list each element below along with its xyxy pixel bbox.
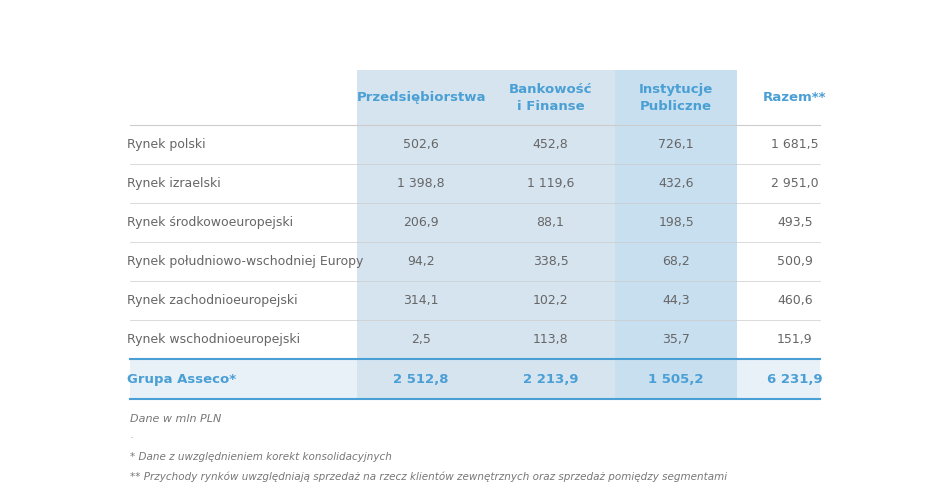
Text: 314,1: 314,1 bbox=[403, 294, 439, 308]
Text: Bankowość
i Finanse: Bankowość i Finanse bbox=[509, 83, 592, 113]
Text: 338,5: 338,5 bbox=[533, 255, 568, 269]
Text: Rynek izraelski: Rynek izraelski bbox=[127, 178, 221, 190]
Text: Przedsiębiorstwa: Przedsiębiorstwa bbox=[357, 92, 486, 104]
Text: 35,7: 35,7 bbox=[662, 334, 691, 346]
Text: 500,9: 500,9 bbox=[777, 255, 813, 269]
Text: 1 681,5: 1 681,5 bbox=[771, 138, 819, 152]
Text: Rynek wschodnioeuropejski: Rynek wschodnioeuropejski bbox=[127, 334, 299, 346]
Bar bbox=[486, 360, 616, 399]
Text: Razem**: Razem** bbox=[763, 92, 827, 104]
Text: 2 213,9: 2 213,9 bbox=[523, 373, 578, 386]
Bar bbox=[130, 360, 819, 399]
Bar bbox=[357, 360, 486, 399]
Text: 2,5: 2,5 bbox=[412, 334, 431, 346]
Text: ** Przychody rynków uwzględniają sprzedaż na rzecz klientów zewnętrznych oraz sp: ** Przychody rynków uwzględniają sprzeda… bbox=[130, 471, 728, 482]
Bar bbox=[486, 70, 616, 399]
Text: 1 505,2: 1 505,2 bbox=[649, 373, 704, 386]
Text: 1 119,6: 1 119,6 bbox=[527, 178, 574, 190]
Text: 452,8: 452,8 bbox=[533, 138, 568, 152]
Text: 2 951,0: 2 951,0 bbox=[771, 178, 819, 190]
Text: 502,6: 502,6 bbox=[403, 138, 439, 152]
Text: Instytucje
Publiczne: Instytucje Publiczne bbox=[639, 83, 714, 113]
Text: 113,8: 113,8 bbox=[533, 334, 568, 346]
Text: 1 398,8: 1 398,8 bbox=[398, 178, 445, 190]
Text: 432,6: 432,6 bbox=[658, 178, 694, 190]
Text: 726,1: 726,1 bbox=[658, 138, 694, 152]
Text: 44,3: 44,3 bbox=[663, 294, 690, 308]
Text: 460,6: 460,6 bbox=[777, 294, 813, 308]
Text: 2 512,8: 2 512,8 bbox=[393, 373, 449, 386]
Text: .: . bbox=[130, 433, 133, 439]
Text: 102,2: 102,2 bbox=[533, 294, 568, 308]
Text: 6 231,9: 6 231,9 bbox=[767, 373, 822, 386]
Text: 151,9: 151,9 bbox=[777, 334, 813, 346]
Text: 198,5: 198,5 bbox=[658, 216, 694, 229]
Bar bbox=[616, 360, 737, 399]
Text: Rynek środkowoeuropejski: Rynek środkowoeuropejski bbox=[127, 216, 293, 229]
Text: * Dane z uwzględnieniem korekt konsolidacyjnych: * Dane z uwzględnieniem korekt konsolida… bbox=[130, 452, 392, 462]
Text: Rynek południowo-wschodniej Europy: Rynek południowo-wschodniej Europy bbox=[127, 255, 363, 269]
Text: Rynek polski: Rynek polski bbox=[127, 138, 205, 152]
Text: 88,1: 88,1 bbox=[537, 216, 565, 229]
Text: 493,5: 493,5 bbox=[777, 216, 813, 229]
Bar bbox=[357, 70, 486, 399]
Text: 206,9: 206,9 bbox=[403, 216, 439, 229]
Text: Dane w mln PLN: Dane w mln PLN bbox=[130, 414, 222, 425]
Bar bbox=[616, 70, 737, 399]
Text: 68,2: 68,2 bbox=[663, 255, 690, 269]
Text: Rynek zachodnioeuropejski: Rynek zachodnioeuropejski bbox=[127, 294, 298, 308]
Text: 94,2: 94,2 bbox=[407, 255, 435, 269]
Text: Grupa Asseco*: Grupa Asseco* bbox=[127, 373, 235, 386]
